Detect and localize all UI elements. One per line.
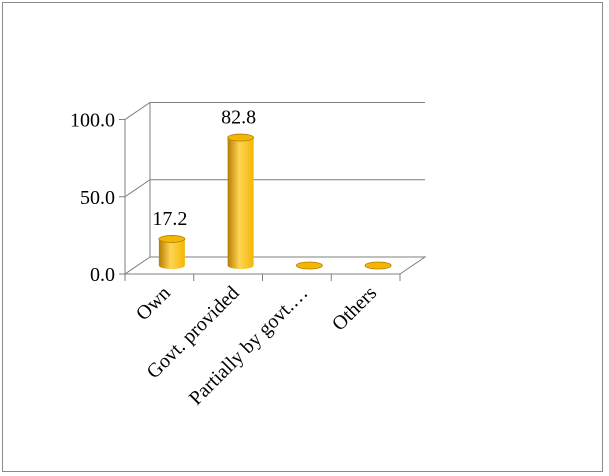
bar-body <box>158 238 185 269</box>
bar <box>295 261 323 270</box>
bars <box>158 133 392 270</box>
bar-top <box>295 261 323 270</box>
gridlines <box>124 102 425 198</box>
gridline <box>124 179 425 198</box>
data-label: 17.2 <box>152 208 187 230</box>
gridline <box>124 102 425 120</box>
data-labels: 17.2 82.8 <box>152 107 256 230</box>
y-tick-label: 50.0 <box>80 187 115 209</box>
y-tick-label: 0.0 <box>90 264 115 286</box>
bar <box>158 235 186 269</box>
bar-body <box>227 137 254 269</box>
data-label: 82.8 <box>221 107 256 129</box>
bar-top <box>227 133 255 142</box>
y-axis: 0.0 50.0 100.0 <box>70 110 126 286</box>
bar <box>227 133 255 269</box>
x-tick-label: Partially by govt.… <box>185 282 313 410</box>
bar-top <box>158 235 186 243</box>
floor-plane <box>123 256 427 275</box>
bar-top <box>364 261 392 270</box>
y-tick-label: 100.0 <box>70 110 115 132</box>
x-tick-label: Others <box>328 282 381 335</box>
x-tick-label: Own <box>132 282 175 325</box>
chart-floor <box>123 256 427 275</box>
chart-frame <box>2 2 603 472</box>
bar <box>364 261 392 270</box>
